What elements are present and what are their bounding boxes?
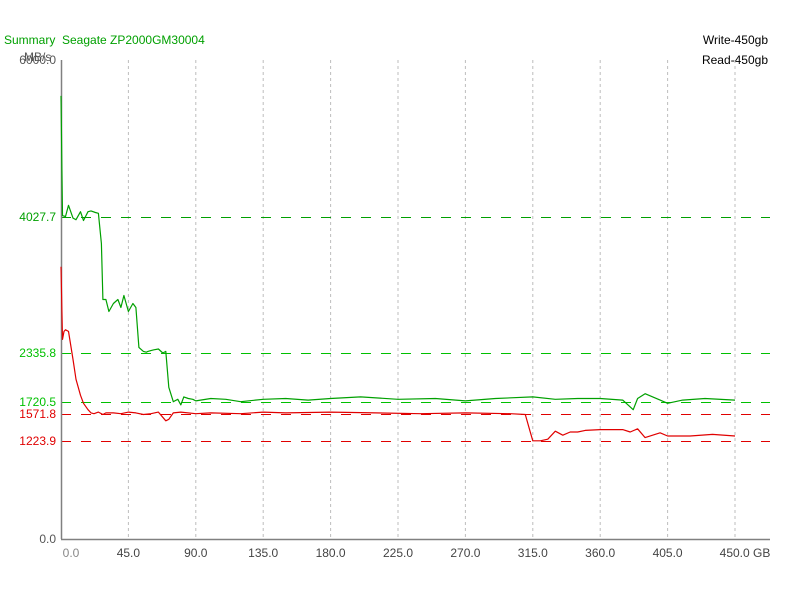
- x-tick-label: 135.0: [248, 546, 279, 560]
- y-marker-label: 2335.8: [19, 345, 56, 360]
- x-tick-label: 180.0: [315, 546, 346, 560]
- y-marker-label: 1720.5: [19, 394, 56, 409]
- legend-write: Write-450gb: [702, 33, 768, 47]
- series-read-450gb: [60, 95, 736, 411]
- y-axis-unit: MB/s: [24, 50, 52, 64]
- x-tick-label: 450.0 GB: [719, 546, 771, 560]
- y-marker-label: 4027.7: [19, 210, 56, 225]
- y-tick-label: 0.0: [39, 532, 56, 546]
- y-marker-label: 1571.8: [19, 406, 56, 421]
- x-tick-label: 360.0: [585, 546, 616, 560]
- x-tick-label: 225.0: [382, 546, 414, 560]
- x-tick-label: 315.0: [517, 546, 548, 560]
- x-tick-label: 45.0: [116, 546, 141, 560]
- y-tick-label: 6000.0: [19, 53, 56, 67]
- x-tick-label: 270.0: [450, 546, 481, 560]
- x-tick-label: 0.0: [62, 546, 80, 560]
- x-tick-label: 90.0: [184, 546, 208, 560]
- series-write-450gb: [60, 266, 736, 442]
- chart-title: Summary Seagate ZP2000GM30004: [4, 33, 205, 47]
- x-tick-label: 405.0: [652, 546, 683, 560]
- y-marker-label: 1223.9: [19, 434, 56, 449]
